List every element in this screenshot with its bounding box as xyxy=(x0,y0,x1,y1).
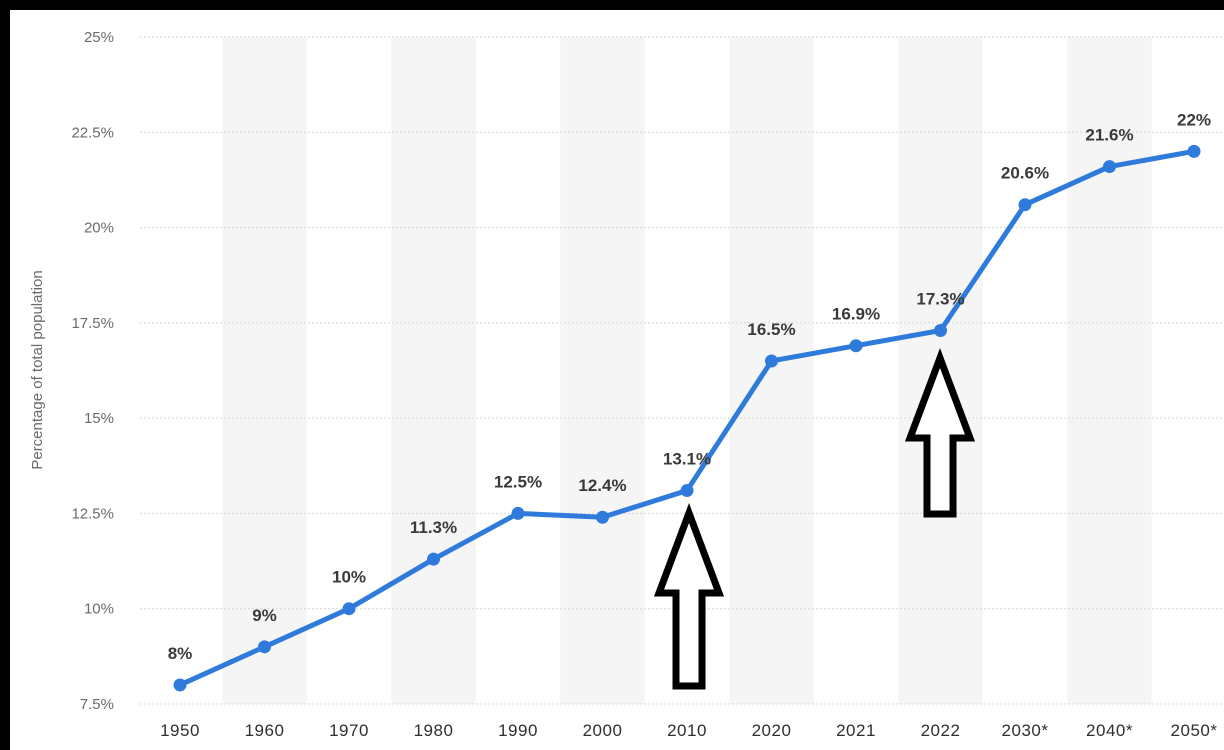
up-arrow-annotation xyxy=(904,348,976,518)
data-label: 13.1% xyxy=(663,450,711,469)
x-tick-label: 2020 xyxy=(752,721,792,740)
x-tick-label: 2040* xyxy=(1086,721,1133,740)
y-axis-ticks: 7.5% 10% 12.5% 15% 17.5% 20% 22.5% 25% xyxy=(71,29,114,713)
data-label: 16.9% xyxy=(832,305,880,324)
y-tick-label: 25% xyxy=(84,29,114,46)
line-chart: 7.5% 10% 12.5% 15% 17.5% 20% 22.5% 25% Percenta… xyxy=(29,29,1224,740)
data-labels: 8% 9% 10% 11.3% 12.5% 12.4% 13.1% 16.5% 16.9% 17.… xyxy=(168,110,1211,663)
x-tick-label: 2010 xyxy=(667,721,707,740)
y-tick-label: 10% xyxy=(84,601,114,618)
data-label: 10% xyxy=(332,568,366,587)
x-tick-label: 2000 xyxy=(583,721,623,740)
up-arrow-annotation xyxy=(653,503,725,690)
data-point xyxy=(258,640,271,654)
data-label: 20.6% xyxy=(1001,164,1049,183)
data-point xyxy=(1187,144,1201,158)
data-point xyxy=(427,552,440,566)
data-label: 11.3% xyxy=(410,518,457,537)
x-tick-label: 1950 xyxy=(160,721,200,740)
y-tick-label: 22.5% xyxy=(71,124,114,141)
x-tick-label: 2050* xyxy=(1171,721,1218,740)
data-point xyxy=(934,323,947,337)
gridlines xyxy=(140,36,1224,705)
data-label: 22% xyxy=(1177,110,1211,129)
data-point xyxy=(596,510,609,524)
data-label: 8% xyxy=(168,644,193,663)
data-point xyxy=(1103,160,1116,174)
data-point xyxy=(1018,198,1032,212)
x-tick-label: 1960 xyxy=(245,721,285,740)
annotation-arrows xyxy=(653,348,976,690)
data-points xyxy=(173,144,1201,692)
x-tick-label: 1970 xyxy=(329,721,369,740)
category-band xyxy=(222,37,307,704)
data-point xyxy=(511,506,525,520)
data-label: 17.3% xyxy=(916,289,964,308)
data-point xyxy=(765,354,778,368)
y-tick-label: 7.5% xyxy=(80,696,114,713)
category-band xyxy=(391,37,476,704)
data-point xyxy=(173,678,187,692)
y-tick-label: 20% xyxy=(84,220,114,237)
y-tick-label: 12.5% xyxy=(71,505,114,522)
category-band xyxy=(729,37,814,704)
y-tick-label: 17.5% xyxy=(71,315,114,332)
y-tick-label: 15% xyxy=(84,410,114,427)
x-tick-label: 2021 xyxy=(836,721,876,740)
category-band xyxy=(560,37,645,704)
data-label: 9% xyxy=(252,606,277,625)
x-tick-label: 2030* xyxy=(1002,721,1049,740)
x-tick-label: 1990 xyxy=(498,721,538,740)
data-label: 12.5% xyxy=(494,472,542,491)
data-label: 16.5% xyxy=(747,320,795,339)
data-point xyxy=(342,602,356,616)
chart-panel: 7.5% 10% 12.5% 15% 17.5% 20% 22.5% 25% Percenta… xyxy=(10,10,1224,750)
x-tick-label: 2022 xyxy=(921,721,961,740)
data-point xyxy=(680,484,694,498)
data-point xyxy=(849,339,863,353)
x-tick-label: 1980 xyxy=(414,721,454,740)
category-band xyxy=(1067,37,1152,704)
data-label: 21.6% xyxy=(1085,126,1133,145)
x-axis-ticks: 1950 1960 1970 1980 1990 2000 2010 2020 2021 2022… xyxy=(160,721,1217,740)
data-label: 12.4% xyxy=(578,476,626,495)
y-axis-label: Percentage of total population xyxy=(29,270,46,469)
